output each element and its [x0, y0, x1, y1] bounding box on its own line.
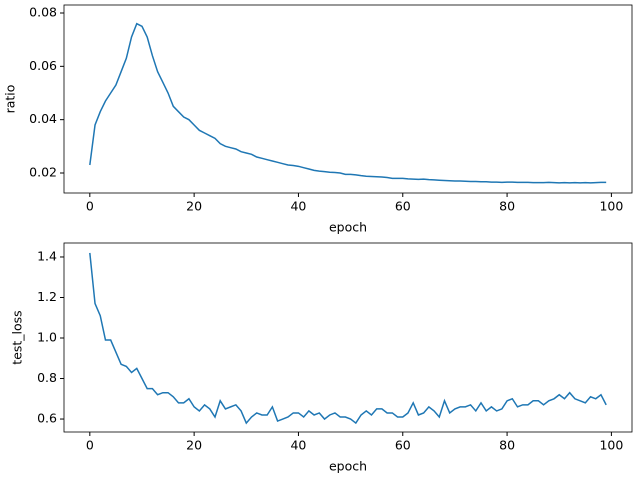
x-tick-label: 40 — [290, 438, 306, 453]
y-tick-label: 1.4 — [37, 248, 57, 263]
y-tick-label: 0.04 — [29, 111, 57, 126]
x-tick-label: 80 — [499, 199, 515, 214]
x-tick-label: 80 — [499, 438, 515, 453]
x-tick-label: 20 — [186, 199, 202, 214]
axes-frame — [63, 4, 633, 194]
y-tick-label: 1.2 — [37, 289, 57, 304]
y-axis-label: test_loss — [10, 310, 25, 364]
y-axis-label: ratio — [3, 85, 18, 114]
data-line — [89, 252, 607, 425]
y-tick-label: 0.06 — [29, 58, 57, 73]
data-line — [89, 22, 607, 184]
x-tick-label: 100 — [599, 199, 623, 214]
x-axis-label: epoch — [329, 459, 367, 474]
x-tick-label: 0 — [86, 199, 94, 214]
y-tick-label: 1.0 — [37, 330, 57, 345]
x-tick-label: 40 — [290, 199, 306, 214]
y-tick-label: 0.08 — [29, 5, 57, 20]
x-axis-label: epoch — [329, 220, 367, 235]
x-tick-label: 60 — [395, 438, 411, 453]
x-tick-label: 100 — [599, 438, 623, 453]
y-tick-label: 0.6 — [37, 411, 57, 426]
y-tick-label: 0.8 — [37, 370, 57, 385]
axes-frame — [63, 242, 633, 433]
x-tick-label: 0 — [86, 438, 94, 453]
x-tick-label: 60 — [395, 199, 411, 214]
y-tick-label: 0.02 — [29, 165, 57, 180]
x-tick-label: 20 — [186, 438, 202, 453]
